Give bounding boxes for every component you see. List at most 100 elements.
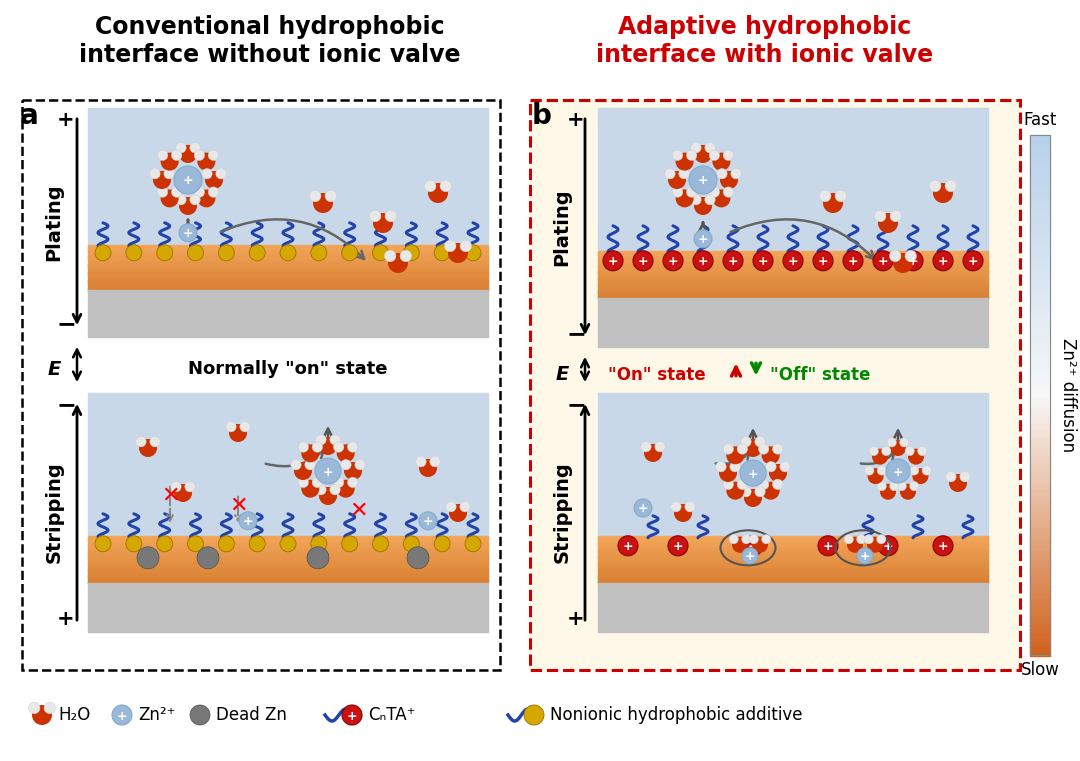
Circle shape bbox=[424, 180, 436, 192]
Bar bbox=[87, 264, 488, 266]
Circle shape bbox=[603, 251, 623, 271]
Bar bbox=[87, 578, 488, 581]
Circle shape bbox=[869, 447, 878, 456]
Bar bbox=[1030, 356, 1050, 361]
Bar bbox=[1030, 196, 1050, 201]
Circle shape bbox=[880, 484, 896, 500]
Bar bbox=[87, 266, 488, 267]
Bar bbox=[1030, 148, 1050, 153]
Circle shape bbox=[705, 142, 715, 153]
Bar bbox=[1030, 646, 1050, 651]
Circle shape bbox=[755, 486, 766, 497]
Circle shape bbox=[738, 479, 747, 489]
Circle shape bbox=[194, 187, 204, 197]
Circle shape bbox=[742, 548, 758, 564]
Bar bbox=[1030, 317, 1050, 323]
Circle shape bbox=[890, 440, 906, 456]
Circle shape bbox=[341, 536, 357, 552]
Circle shape bbox=[419, 512, 437, 530]
Bar bbox=[1030, 209, 1050, 214]
Bar bbox=[598, 542, 988, 543]
Bar bbox=[1030, 187, 1050, 193]
Bar bbox=[598, 554, 988, 556]
Bar bbox=[87, 271, 488, 272]
Bar bbox=[87, 570, 488, 572]
Bar bbox=[598, 288, 988, 289]
Bar bbox=[87, 563, 488, 565]
Bar bbox=[1030, 586, 1050, 591]
Bar bbox=[598, 265, 988, 267]
Circle shape bbox=[864, 534, 874, 544]
Bar bbox=[1030, 607, 1050, 613]
Circle shape bbox=[319, 487, 337, 505]
Bar bbox=[1030, 469, 1050, 474]
Bar bbox=[598, 538, 988, 540]
Text: +: + bbox=[818, 255, 828, 269]
Bar bbox=[1030, 300, 1050, 305]
Circle shape bbox=[893, 253, 913, 273]
Bar bbox=[87, 559, 488, 560]
Bar bbox=[1030, 144, 1050, 149]
Circle shape bbox=[949, 474, 967, 492]
Bar bbox=[87, 556, 488, 558]
Bar bbox=[530, 100, 1020, 670]
Circle shape bbox=[112, 705, 132, 725]
Bar bbox=[87, 393, 488, 536]
Circle shape bbox=[384, 210, 396, 221]
Bar bbox=[598, 258, 988, 260]
Bar bbox=[1030, 651, 1050, 656]
Circle shape bbox=[744, 439, 762, 457]
Circle shape bbox=[311, 536, 327, 552]
Circle shape bbox=[208, 150, 218, 161]
Bar bbox=[87, 275, 488, 276]
Circle shape bbox=[877, 482, 887, 491]
Bar bbox=[598, 272, 988, 274]
Text: +: + bbox=[882, 540, 893, 553]
Circle shape bbox=[198, 153, 215, 170]
Bar bbox=[1030, 334, 1050, 339]
Bar bbox=[87, 578, 488, 579]
Circle shape bbox=[890, 250, 901, 262]
Bar bbox=[87, 284, 488, 285]
Bar bbox=[1030, 343, 1050, 349]
Text: E: E bbox=[555, 365, 569, 384]
Circle shape bbox=[878, 213, 897, 233]
Circle shape bbox=[150, 168, 160, 179]
Bar bbox=[598, 544, 988, 546]
Bar bbox=[598, 282, 988, 283]
Bar bbox=[87, 262, 488, 263]
Bar bbox=[87, 552, 488, 554]
Bar bbox=[87, 253, 488, 254]
Text: E: E bbox=[48, 360, 60, 379]
Bar bbox=[87, 569, 488, 571]
Circle shape bbox=[460, 501, 470, 512]
Bar bbox=[87, 554, 488, 556]
Circle shape bbox=[157, 536, 173, 552]
Circle shape bbox=[249, 245, 266, 261]
Text: +: + bbox=[698, 174, 708, 187]
Bar bbox=[598, 271, 988, 272]
Bar bbox=[1030, 352, 1050, 357]
Bar bbox=[598, 108, 988, 251]
Bar bbox=[598, 559, 988, 560]
Text: +: + bbox=[937, 255, 948, 269]
Circle shape bbox=[724, 187, 733, 197]
Bar bbox=[87, 256, 488, 258]
Circle shape bbox=[780, 461, 791, 472]
Text: +: + bbox=[968, 255, 978, 269]
Circle shape bbox=[419, 459, 437, 477]
Circle shape bbox=[280, 245, 296, 261]
Bar bbox=[1030, 425, 1050, 431]
Bar bbox=[598, 266, 988, 268]
Text: +: + bbox=[347, 709, 357, 722]
Bar bbox=[87, 565, 488, 567]
Circle shape bbox=[440, 180, 451, 192]
Circle shape bbox=[691, 195, 701, 205]
Circle shape bbox=[312, 477, 323, 488]
Bar bbox=[1030, 247, 1050, 253]
Circle shape bbox=[730, 461, 740, 472]
Circle shape bbox=[139, 439, 157, 457]
Bar bbox=[598, 573, 988, 575]
Bar bbox=[598, 555, 988, 556]
Bar bbox=[598, 546, 988, 547]
